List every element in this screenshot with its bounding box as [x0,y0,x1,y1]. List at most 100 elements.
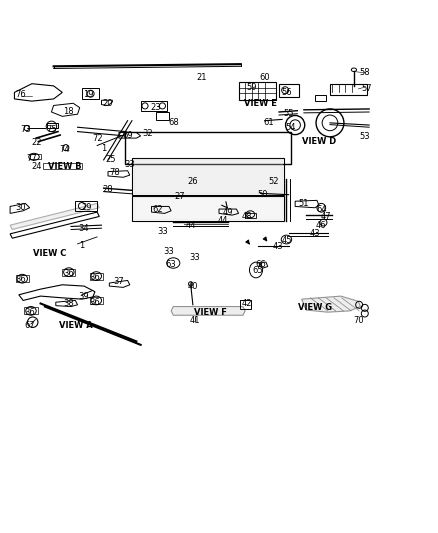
Text: 36: 36 [90,273,100,282]
Text: 57: 57 [362,84,372,93]
Text: 18: 18 [64,108,74,117]
Text: 1: 1 [79,241,85,250]
Text: 36: 36 [90,298,100,306]
Text: 64: 64 [316,205,327,214]
Bar [315,94,325,101]
Text: 43: 43 [309,229,320,238]
Text: 37: 37 [113,277,124,286]
Text: 36: 36 [24,308,35,317]
Text: 72: 72 [92,134,102,143]
Text: VIEW F: VIEW F [194,308,227,317]
Text: 66: 66 [255,260,266,269]
Text: 39: 39 [79,293,89,302]
Bar [132,158,284,195]
Text: 60: 60 [259,72,270,82]
Text: VIEW E: VIEW E [244,99,277,108]
Text: 70: 70 [353,317,364,326]
Text: 77: 77 [26,154,37,163]
Text: 38: 38 [64,299,74,308]
Text: 26: 26 [187,177,198,186]
Text: 69: 69 [122,132,133,140]
Bar [239,82,276,100]
Text: 59: 59 [247,83,257,92]
Text: 29: 29 [81,203,92,212]
Text: VIEW C: VIEW C [32,249,66,258]
Text: 46: 46 [316,221,327,230]
Text: VIEW B: VIEW B [48,162,81,171]
Bar [75,201,97,211]
Text: 36: 36 [64,269,74,278]
Text: 23: 23 [151,103,161,112]
Text: 65: 65 [253,266,264,276]
Text: 43: 43 [272,243,283,252]
Text: 44: 44 [185,221,196,230]
Bar [132,196,284,221]
Text: 47: 47 [320,212,331,221]
Text: 53: 53 [360,132,370,141]
Text: 48: 48 [242,212,253,221]
Text: 76: 76 [16,90,26,99]
Text: 52: 52 [268,177,279,186]
Text: 36: 36 [16,275,26,284]
Bar [330,84,367,94]
Text: 58: 58 [360,68,370,77]
Text: 25: 25 [105,156,116,164]
Text: 55: 55 [283,109,294,118]
Text: 32: 32 [142,130,152,138]
Polygon shape [171,306,245,315]
Text: 49: 49 [223,207,233,216]
Text: VIEW D: VIEW D [302,136,336,146]
Text: 68: 68 [168,118,179,127]
Bar [47,123,58,128]
Text: 74: 74 [59,146,70,155]
Bar [62,269,75,276]
Bar [90,297,103,304]
Bar [25,308,38,314]
Text: 27: 27 [174,192,185,201]
Text: 1: 1 [101,144,106,154]
Text: 30: 30 [16,203,26,212]
Bar [16,275,29,282]
Bar [43,163,82,169]
Polygon shape [10,204,99,230]
Text: 62: 62 [153,205,163,214]
Text: 67: 67 [24,321,35,330]
Text: 45: 45 [281,236,292,245]
Text: VIEW G: VIEW G [298,303,332,312]
Text: 21: 21 [196,72,207,82]
Text: 75: 75 [46,125,57,134]
Text: 54: 54 [286,123,296,132]
Bar [279,84,299,97]
Bar [82,88,99,99]
Bar [125,132,291,164]
Text: 40: 40 [187,281,198,290]
Text: 33: 33 [190,253,201,262]
Text: 19: 19 [83,90,94,99]
Text: 56: 56 [281,88,292,97]
Text: 20: 20 [103,99,113,108]
Text: 73: 73 [20,125,31,134]
Text: 33: 33 [163,247,174,256]
Text: 24: 24 [31,162,42,171]
Bar [240,300,251,309]
Text: VIEW A: VIEW A [59,321,92,330]
Bar [30,154,41,158]
Text: 33: 33 [157,227,168,236]
Text: 50: 50 [257,190,268,199]
Text: 63: 63 [166,260,177,269]
Text: 78: 78 [109,168,120,177]
Text: 33: 33 [124,160,135,169]
Bar [156,112,169,120]
Text: 22: 22 [31,138,42,147]
Text: 61: 61 [264,118,274,127]
Polygon shape [302,296,360,312]
Text: 41: 41 [190,317,200,326]
Text: 42: 42 [242,299,253,308]
Text: 28: 28 [102,184,113,193]
Text: 34: 34 [79,224,89,233]
Bar [141,101,167,111]
Bar [90,272,103,279]
Text: 44: 44 [218,216,229,225]
Text: 51: 51 [299,199,309,208]
Bar [245,213,256,218]
